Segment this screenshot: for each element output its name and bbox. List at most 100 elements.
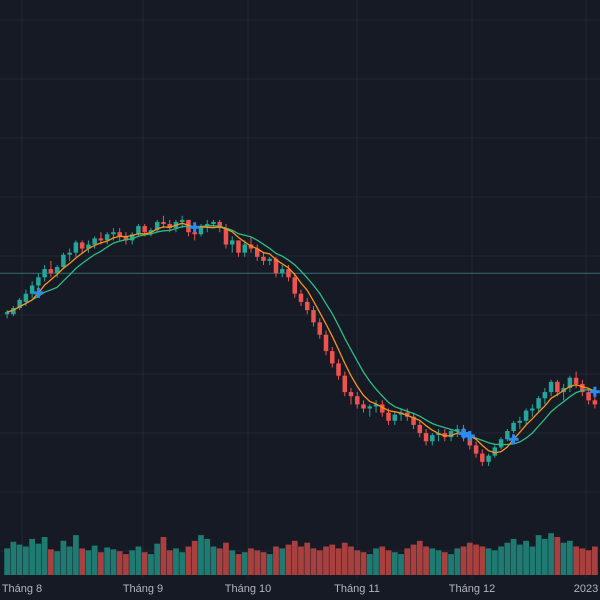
volume-bar xyxy=(41,537,48,575)
volume-bar xyxy=(235,554,242,575)
volume-bar xyxy=(504,542,511,575)
volume-bar xyxy=(373,548,379,575)
candle-body xyxy=(179,219,185,222)
candle-body xyxy=(448,431,454,438)
volume-bar xyxy=(123,554,129,575)
candle-body xyxy=(17,299,22,309)
volume-bar xyxy=(166,550,173,575)
candle-body xyxy=(198,226,204,235)
volume-bar xyxy=(523,540,529,575)
volume-bar xyxy=(510,538,517,575)
candle-body xyxy=(192,232,197,235)
candle-body xyxy=(273,258,279,274)
volume-bar xyxy=(591,546,598,575)
candle-body xyxy=(86,244,91,249)
candle-body xyxy=(411,416,416,425)
volume-bar xyxy=(379,546,386,575)
candle-body xyxy=(373,404,379,407)
volume-bar xyxy=(298,546,304,575)
candle-body xyxy=(367,406,373,409)
candle-body xyxy=(330,351,335,364)
candle-body xyxy=(92,238,97,245)
volume-bar xyxy=(448,554,454,575)
volume-bar xyxy=(135,546,142,575)
candle-body xyxy=(336,363,341,376)
volume-bar xyxy=(348,546,354,575)
candle-body xyxy=(261,256,266,261)
candle-body xyxy=(580,383,585,393)
volume-bar xyxy=(129,550,136,575)
volume-bar xyxy=(179,552,186,575)
candle-body xyxy=(73,242,79,253)
volume-bar xyxy=(460,546,467,575)
candle-body xyxy=(123,236,129,241)
volume-bar xyxy=(548,533,554,575)
volume-bar xyxy=(10,541,17,575)
candle-body xyxy=(229,240,235,245)
volume-bar xyxy=(466,542,473,575)
volume-bar xyxy=(79,548,86,575)
volume-bar xyxy=(560,542,567,575)
candle-body xyxy=(204,224,210,227)
candle-body xyxy=(4,312,10,315)
grid xyxy=(0,0,600,578)
candle-body xyxy=(36,277,41,286)
moving-average-fast-line xyxy=(6,222,596,454)
candle-body xyxy=(348,392,354,397)
volume-bar xyxy=(141,552,148,575)
volume-bar xyxy=(391,552,398,575)
volume-bar xyxy=(316,550,323,575)
volume-bar xyxy=(579,548,586,575)
candle-body xyxy=(573,377,579,384)
volume-bar xyxy=(529,546,536,575)
volume-bar xyxy=(48,549,54,575)
candle-body xyxy=(104,234,110,241)
candle-body xyxy=(23,293,29,302)
x-tick-label: Tháng 11 xyxy=(334,583,380,595)
candle-body xyxy=(455,429,460,432)
candle-body xyxy=(380,404,385,413)
candle-body xyxy=(386,412,391,421)
volume-bar xyxy=(323,546,329,575)
volume-bar xyxy=(341,542,348,575)
x-tick-label: Tháng 10 xyxy=(225,583,271,595)
crossover-marker xyxy=(189,222,200,233)
volume-bar xyxy=(210,546,217,575)
volume-bar xyxy=(423,546,429,575)
volume-bar xyxy=(191,540,198,575)
volume-bar xyxy=(173,548,179,575)
volume-bar xyxy=(310,548,317,575)
moving-average-slow-line xyxy=(6,225,595,446)
crossover-markers xyxy=(33,222,600,445)
volume-bar xyxy=(435,550,442,575)
volume-bar xyxy=(66,546,73,575)
volume-bar xyxy=(329,544,336,575)
volume-bar xyxy=(429,548,436,575)
candle-body xyxy=(492,447,498,456)
candle-body xyxy=(480,453,485,462)
volume-bar xyxy=(23,546,29,575)
volume-bar xyxy=(216,548,223,575)
candle-body xyxy=(29,285,35,294)
volume-bar xyxy=(104,547,111,575)
volume-bar xyxy=(148,554,154,575)
volume-bar xyxy=(91,545,98,575)
candle-body xyxy=(236,240,241,253)
candle-body xyxy=(136,226,141,235)
candle-body xyxy=(48,269,54,274)
candle-body xyxy=(342,375,348,393)
candle-body xyxy=(11,308,16,315)
volume-bar xyxy=(204,538,211,575)
candle-body xyxy=(279,269,285,274)
x-tick-label: Tháng 12 xyxy=(449,583,495,595)
candle-body xyxy=(98,238,104,241)
candle-body xyxy=(223,228,229,245)
volume-bar xyxy=(454,548,461,575)
candle-body xyxy=(523,410,529,421)
candle-body xyxy=(361,404,366,409)
x-tick-label: Tháng 9 xyxy=(123,583,163,595)
candle-body xyxy=(254,248,260,257)
volume-bar xyxy=(498,546,504,575)
volume-bar xyxy=(398,554,404,575)
volume-bar xyxy=(404,548,411,575)
